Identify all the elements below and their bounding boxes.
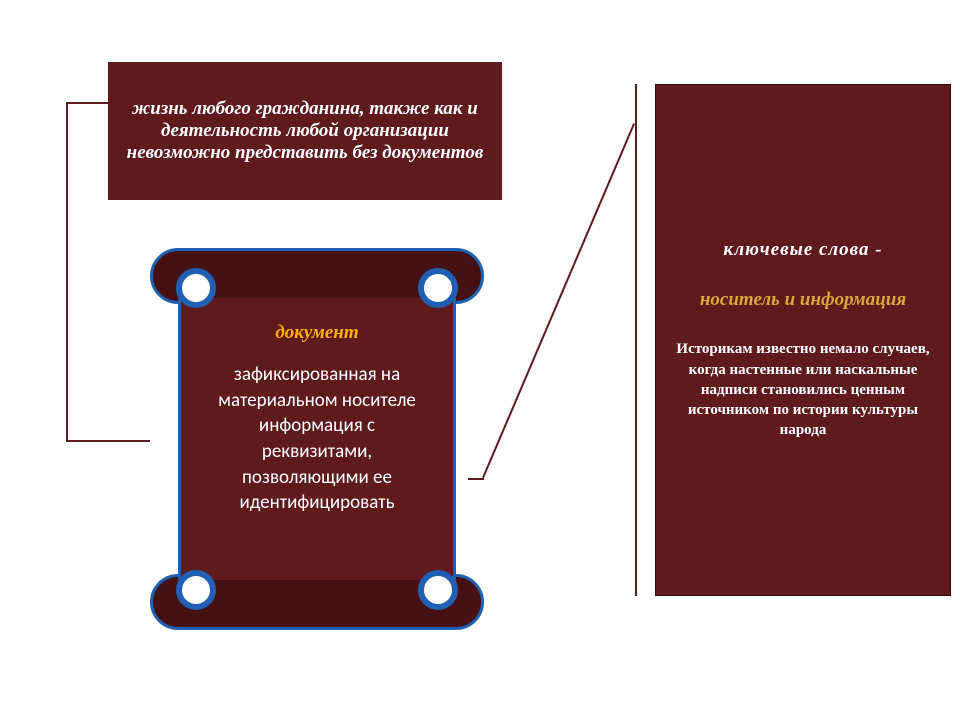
top-statement-box: жизнь любого гражданина, также как и дея… [108, 62, 502, 200]
scroll-curl-top-left [176, 268, 216, 308]
right-panel-subtitle: носитель и информация [700, 289, 906, 311]
scroll-curl-top-right [418, 268, 458, 308]
scroll-figure: документ зафиксированная на материальном… [150, 240, 484, 636]
scroll-text: зафиксированная на материальном носителе… [203, 362, 431, 516]
scroll-curl-bottom-left [176, 570, 216, 610]
top-statement-text: жизнь любого гражданина, также как и дея… [126, 98, 484, 164]
connector-left-seg3 [66, 440, 150, 442]
scroll-curl-bottom-right [418, 570, 458, 610]
connector-right-vertical [635, 84, 637, 596]
connector-left-seg1 [66, 102, 108, 104]
scroll-body: документ зафиксированная на материальном… [178, 298, 456, 580]
connector-left-seg2 [66, 102, 68, 440]
connector-right-diagonal [482, 123, 635, 478]
right-panel-title: ключевые слова - [723, 239, 882, 261]
scroll-title: документ [275, 322, 358, 344]
right-panel: ключевые слова - носитель и информация И… [655, 84, 951, 596]
right-panel-body: Историкам известно немало случаев, когда… [674, 339, 932, 440]
